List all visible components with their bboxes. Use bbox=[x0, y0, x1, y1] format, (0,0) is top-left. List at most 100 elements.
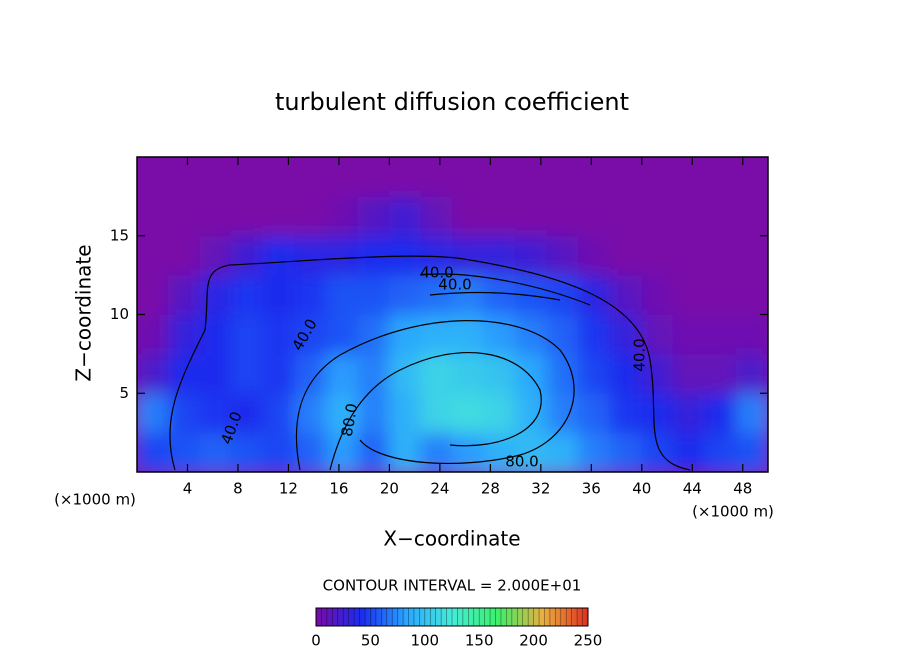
x-unit: (×1000 m) bbox=[54, 491, 136, 509]
heat-cell bbox=[546, 157, 580, 197]
heat-cell bbox=[137, 235, 170, 276]
y-tick-label: 5 bbox=[119, 384, 129, 402]
contour-label: 40.0 bbox=[631, 338, 649, 371]
contour-line bbox=[169, 255, 691, 471]
heat-cell bbox=[452, 353, 485, 394]
heat-cell bbox=[672, 432, 706, 472]
heat-cell bbox=[137, 157, 170, 197]
heat-cell bbox=[735, 157, 768, 197]
heat-cell bbox=[325, 157, 359, 197]
heat-cell bbox=[515, 235, 548, 276]
colorbar-tick-label: 150 bbox=[465, 632, 494, 650]
heat-cell bbox=[262, 353, 296, 394]
heat-cell bbox=[735, 235, 768, 276]
heat-cell bbox=[452, 432, 485, 472]
heat-cell bbox=[735, 392, 768, 434]
x-tick-label: 36 bbox=[582, 480, 601, 498]
heat-cell bbox=[546, 195, 580, 237]
heat-cell bbox=[231, 157, 264, 197]
heat-cell bbox=[609, 235, 643, 276]
heat-cell bbox=[294, 314, 327, 355]
heat-cell bbox=[515, 392, 548, 434]
heat-cell bbox=[704, 157, 737, 197]
heat-cell bbox=[641, 157, 674, 197]
heat-cell bbox=[609, 353, 643, 394]
contour-label: 80.0 bbox=[505, 453, 538, 471]
colorbar-tick-label: 50 bbox=[361, 632, 380, 650]
heat-cell bbox=[735, 432, 768, 472]
heat-cell bbox=[420, 195, 453, 237]
heat-cell bbox=[578, 235, 611, 276]
heat-cell bbox=[262, 157, 296, 197]
heat-cell bbox=[262, 195, 296, 237]
x-tick-label: 4 bbox=[183, 480, 193, 498]
heat-cell bbox=[546, 314, 580, 355]
heat-cell bbox=[262, 432, 296, 472]
colorbar-tick-label: 100 bbox=[410, 632, 439, 650]
contour-line bbox=[419, 273, 591, 306]
heat-cell bbox=[704, 432, 737, 472]
heat-cell bbox=[483, 235, 517, 276]
heat-cell bbox=[137, 274, 170, 315]
heat-cell bbox=[452, 392, 485, 434]
heat-cell bbox=[168, 392, 201, 434]
heat-cell bbox=[704, 314, 737, 355]
heat-cell bbox=[483, 432, 517, 472]
colorbar-tick-label: 0 bbox=[311, 632, 321, 650]
heat-cell bbox=[609, 392, 643, 434]
heat-cell bbox=[641, 274, 674, 315]
heat-cell bbox=[357, 195, 390, 237]
heat-cell bbox=[672, 157, 706, 197]
y-tick-label: 10 bbox=[110, 305, 129, 323]
y-tick-label: 15 bbox=[110, 226, 129, 244]
heat-cell bbox=[231, 195, 264, 237]
heat-cell bbox=[515, 432, 548, 472]
heat-cell bbox=[672, 235, 706, 276]
heat-cell bbox=[420, 432, 453, 472]
heat-cell bbox=[420, 314, 453, 355]
heat-cell bbox=[168, 235, 201, 276]
heat-cell bbox=[578, 432, 611, 472]
heat-cell bbox=[231, 235, 264, 276]
heat-cell bbox=[199, 432, 233, 472]
heat-cell bbox=[137, 195, 170, 237]
heat-cell bbox=[609, 274, 643, 315]
heat-cell bbox=[483, 274, 517, 315]
heat-cell bbox=[704, 274, 737, 315]
heat-cell bbox=[168, 195, 201, 237]
heat-cell bbox=[578, 392, 611, 434]
chart-title: turbulent diffusion coefficient bbox=[275, 88, 629, 116]
x-tick-label: 32 bbox=[531, 480, 550, 498]
heat-cell bbox=[735, 195, 768, 237]
colorbar-tick-label: 250 bbox=[574, 632, 603, 650]
x-tick-label: 8 bbox=[233, 480, 243, 498]
heat-cell bbox=[672, 392, 706, 434]
heat-cell bbox=[294, 274, 327, 315]
heat-cell bbox=[672, 353, 706, 394]
heat-cell bbox=[609, 432, 643, 472]
heat-cell bbox=[357, 274, 390, 315]
heat-cell bbox=[325, 235, 359, 276]
heat-cell bbox=[452, 274, 485, 315]
heat-cell bbox=[231, 353, 264, 394]
x-tick-label: 28 bbox=[481, 480, 500, 498]
contour-line bbox=[295, 320, 575, 471]
heat-cell bbox=[420, 353, 453, 394]
heat-cell bbox=[735, 314, 768, 355]
heat-cell bbox=[483, 353, 517, 394]
heat-cell bbox=[231, 314, 264, 355]
heat-cell bbox=[325, 353, 359, 394]
heat-cell bbox=[609, 157, 643, 197]
heat-cell bbox=[641, 195, 674, 237]
heat-cell bbox=[483, 157, 517, 197]
heat-cell bbox=[262, 314, 296, 355]
contour-label: 40.0 bbox=[420, 264, 453, 282]
heat-cell bbox=[735, 274, 768, 315]
heat-cell bbox=[735, 353, 768, 394]
heat-cell bbox=[483, 195, 517, 237]
heat-cell bbox=[388, 314, 422, 355]
heat-cell bbox=[483, 392, 517, 434]
heat-cell bbox=[357, 392, 390, 434]
heat-cell bbox=[199, 314, 233, 355]
